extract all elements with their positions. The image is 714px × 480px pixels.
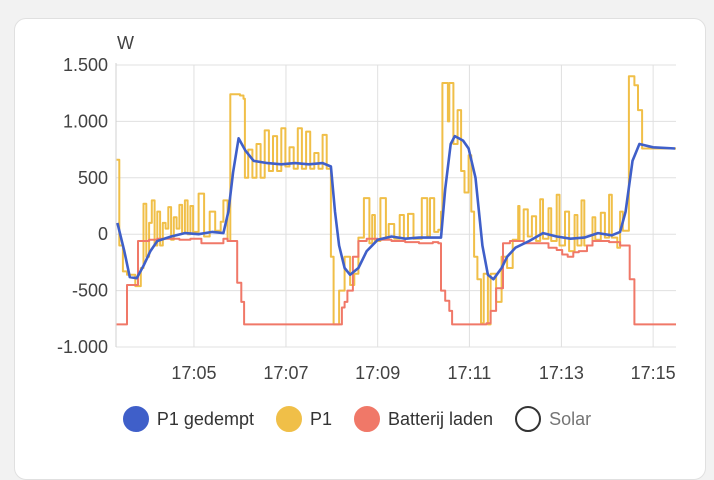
legend-label: P1 gedempt — [156, 408, 254, 429]
series-lines — [116, 75, 676, 326]
x-tick-label: 17:11 — [448, 363, 492, 383]
x-tick-label: 17:09 — [355, 363, 400, 383]
series-line-batterij-laden — [116, 237, 676, 326]
x-tick-label: 17:07 — [263, 363, 308, 383]
legend-label: P1 — [309, 408, 332, 429]
legend-label: Solar — [549, 408, 592, 429]
legend-item-p1-gedempt[interactable]: P1 gedempt — [122, 406, 254, 432]
legend-item-solar[interactable]: Solar — [515, 406, 591, 432]
legend-item-p1[interactable]: P1 — [275, 406, 332, 432]
y-tick-label: -500 — [72, 281, 108, 301]
legend-swatch — [122, 406, 149, 432]
legend-swatch — [354, 406, 380, 432]
x-tick-label: 17:05 — [171, 363, 216, 383]
y-tick-label: -1.000 — [57, 337, 108, 357]
legend-item-batterij-laden[interactable]: Batterij laden — [354, 406, 493, 432]
chart-plot: -1.000 -500 0 500 1.000 1.500 17:05 17:07 17:09… — [57, 33, 676, 383]
legend-swatch — [515, 406, 542, 432]
y-tick-label: 500 — [78, 168, 108, 188]
y-tick-label: 1.000 — [63, 111, 108, 131]
legend: P1 gedempt P1 Batterij laden Solar — [0, 406, 714, 432]
x-tick-label: 17:15 — [631, 363, 676, 383]
y-axis-ticks: -1.000 -500 0 500 1.000 1.500 — [57, 55, 108, 357]
grid-lines — [115, 63, 676, 348]
legend-label: Batterij laden — [388, 408, 494, 429]
series-line-p1 — [116, 75, 676, 326]
y-tick-label: 1.500 — [63, 55, 108, 75]
y-tick-label: 0 — [98, 224, 108, 244]
chart-card — [14, 18, 706, 480]
legend-swatch — [275, 406, 302, 432]
x-axis-ticks: 17:05 17:07 17:09 17:11 17:13 17:15 — [171, 363, 675, 383]
y-axis-unit: W — [117, 33, 134, 53]
series-line-p1-gedempt — [116, 134, 676, 281]
x-tick-label: 17:13 — [539, 363, 584, 383]
